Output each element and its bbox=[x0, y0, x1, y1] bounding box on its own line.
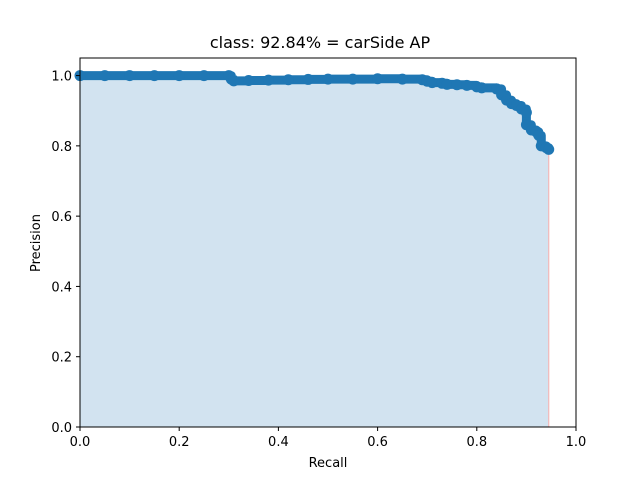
chart-title: class: 92.84% = carSide AP bbox=[210, 33, 431, 52]
area-fill bbox=[80, 75, 549, 428]
y-tick-label: 0.8 bbox=[51, 140, 72, 155]
pr-curve-point bbox=[476, 82, 488, 94]
y-tick-label: 0.6 bbox=[51, 210, 72, 225]
y-tick-label: 1.0 bbox=[51, 70, 72, 85]
pr-curve-point bbox=[322, 73, 334, 85]
y-tick-label: 0.4 bbox=[51, 280, 72, 295]
pr-curve-point bbox=[461, 79, 473, 91]
pr-curve-point bbox=[282, 74, 294, 86]
pr-curve-point bbox=[173, 70, 185, 82]
pr-curve-point bbox=[520, 106, 532, 118]
pr-curve-point bbox=[533, 129, 545, 141]
plot-area: 0.0 0.2 0.4 0.6 0.8 1.0 0.0 0.2 0.4 0.6 0.8 1.0 bbox=[51, 57, 587, 450]
pr-curve-point bbox=[396, 73, 408, 85]
x-tick-label: 0.8 bbox=[466, 435, 487, 450]
pr-curve-point bbox=[148, 70, 160, 82]
pr-curve-point bbox=[441, 78, 453, 90]
pr-curve-point bbox=[451, 79, 463, 91]
x-tick-label: 0.4 bbox=[268, 435, 289, 450]
plot-frame bbox=[79, 57, 577, 428]
pr-curve-point bbox=[426, 77, 438, 89]
x-tick-label: 1.0 bbox=[566, 435, 587, 450]
pr-curve-point bbox=[243, 74, 255, 86]
x-tick-label: 0.6 bbox=[367, 435, 388, 450]
pr-curve-point bbox=[228, 75, 240, 87]
pr-curve-point bbox=[198, 70, 210, 82]
x-tick-label: 0.0 bbox=[70, 435, 91, 450]
pr-curve-point bbox=[302, 73, 314, 85]
pr-curve-point bbox=[124, 70, 136, 82]
pr-curve-point bbox=[543, 143, 555, 155]
x-axis-label: Recall bbox=[309, 456, 348, 471]
pr-curve-point bbox=[372, 73, 384, 85]
pr-curve-point bbox=[262, 74, 274, 86]
y-axis-label: Precision bbox=[29, 214, 44, 272]
x-tick-label: 0.2 bbox=[169, 435, 190, 450]
y-tick-label: 0.2 bbox=[51, 351, 72, 366]
pr-curve-point bbox=[99, 70, 111, 82]
y-tick-label: 0.0 bbox=[51, 421, 72, 436]
pr-curve-point bbox=[347, 73, 359, 85]
